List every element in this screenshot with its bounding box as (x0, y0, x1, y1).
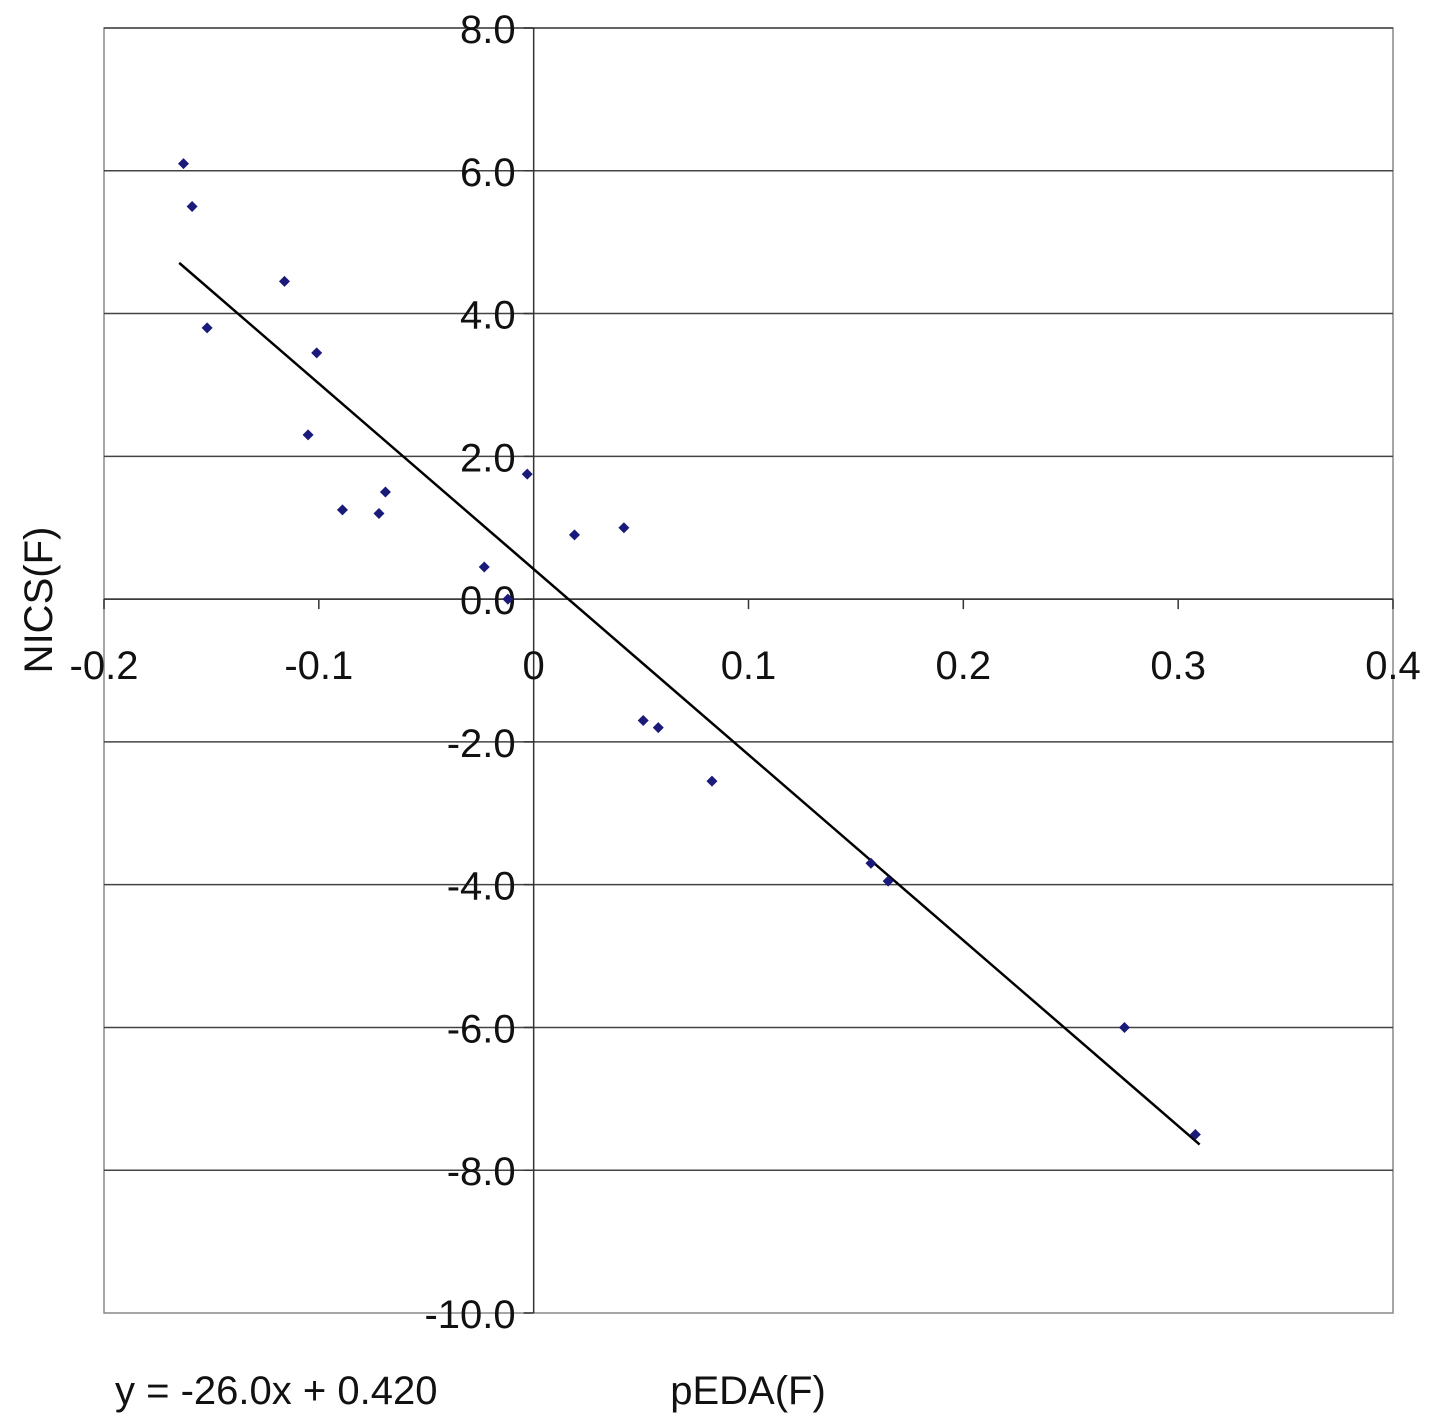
data-point-13 (618, 522, 630, 534)
axes (103, 27, 1394, 1314)
data-point-2 (201, 322, 213, 334)
data-point-12 (568, 529, 580, 541)
data-point-7 (373, 507, 385, 519)
data-point-15 (652, 722, 664, 734)
x-tick-label-3: 0.1 (721, 644, 777, 688)
data-point-17 (865, 857, 877, 869)
data-point-4 (311, 347, 323, 359)
data-point-18 (882, 875, 894, 887)
data-points (177, 158, 1201, 1141)
y-tick-label-3: 2.0 (460, 436, 516, 480)
data-point-3 (278, 275, 290, 287)
data-point-11 (502, 593, 514, 605)
trendline (178, 261, 1201, 1146)
data-point-6 (336, 504, 348, 516)
data-point-20 (1189, 1129, 1201, 1141)
data-point-9 (521, 468, 533, 480)
data-point-14 (637, 714, 649, 726)
gridlines (104, 27, 1393, 1171)
y-tick-label-2: 4.0 (460, 294, 516, 338)
data-point-1 (186, 200, 198, 212)
y-tick-label-7: -6.0 (447, 1007, 516, 1051)
y-tick-label-9: -10.0 (424, 1293, 515, 1337)
data-point-5 (302, 429, 314, 441)
y-tick-label-8: -8.0 (447, 1150, 516, 1194)
data-point-16 (706, 775, 718, 787)
y-tick-label-1: 6.0 (460, 151, 516, 195)
y-tick-label-5: -2.0 (447, 722, 516, 766)
y-axis-title: NICS(F) (17, 527, 61, 674)
x-tick-label-2: 0 (523, 644, 545, 688)
x-tick-labels: -0.2 -0.1 0 0.1 0.2 0.3 0.4 (70, 644, 1421, 688)
x-axis-title: pEDA(F) (670, 1369, 826, 1413)
y-tick-labels: 8.06.04.02.00.0-2.0-4.0-6.0-8.0-10.0 (424, 8, 515, 1337)
trendline-group (178, 261, 1201, 1146)
x-tick-label-6: 0.4 (1365, 644, 1421, 688)
trendline-equation: y = -26.0x + 0.420 (115, 1369, 437, 1413)
data-point-10 (478, 561, 490, 573)
plot-area (103, 27, 1394, 1314)
x-tick-label-4: 0.2 (936, 644, 992, 688)
y-tick-label-6: -4.0 (447, 865, 516, 909)
x-tick-label-5: 0.3 (1150, 644, 1206, 688)
data-point-8 (379, 486, 391, 498)
data-point-19 (1118, 1021, 1130, 1033)
x-tick-label-1: -0.1 (284, 644, 353, 688)
x-tick-label-0: -0.2 (70, 644, 139, 688)
y-tick-label-0: 8.0 (460, 8, 516, 52)
data-point-0 (177, 158, 189, 170)
